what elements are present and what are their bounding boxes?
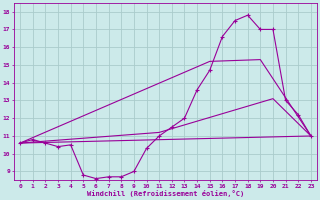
X-axis label: Windchill (Refroidissement éolien,°C): Windchill (Refroidissement éolien,°C) — [87, 190, 244, 197]
